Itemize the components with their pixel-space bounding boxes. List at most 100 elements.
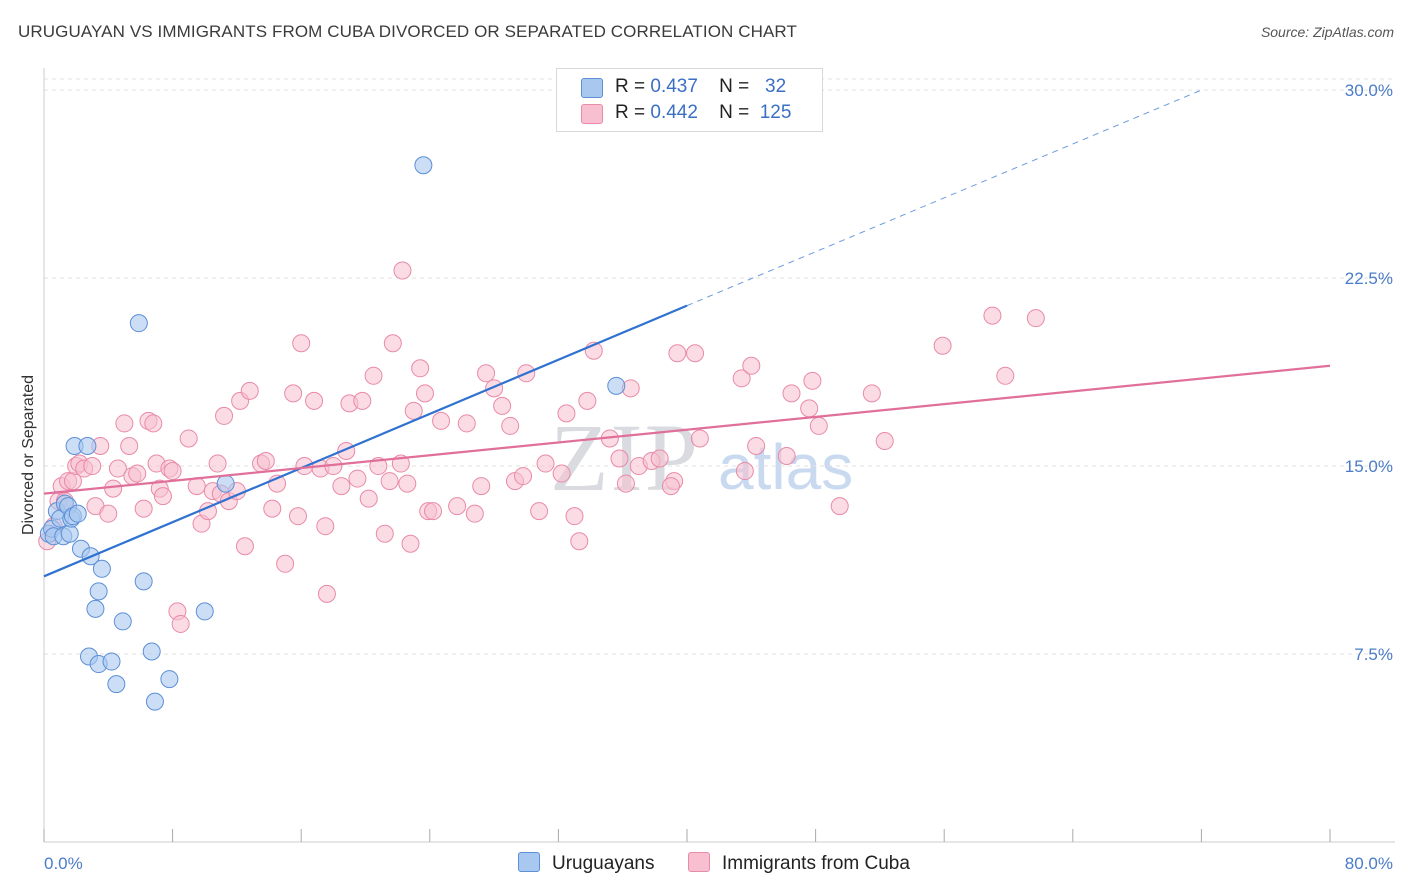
cuba-point <box>777 447 796 466</box>
cuba-point <box>393 261 412 280</box>
cuba-point <box>690 429 709 448</box>
cuba-points <box>38 261 1045 633</box>
bottom-legend-label: Uruguayans <box>552 853 655 874</box>
cuba-point <box>565 507 584 526</box>
cuba-point <box>364 366 383 385</box>
cuba-point <box>235 537 254 556</box>
uruguayan-point <box>160 670 179 689</box>
uruguayan-point <box>195 602 214 621</box>
cuba-point <box>108 459 127 478</box>
cuba-point <box>134 499 153 518</box>
legend-r-value: 0.442 <box>650 102 698 123</box>
cuba-point <box>668 344 687 363</box>
cuba-point <box>415 384 434 403</box>
uruguayan-point <box>86 599 105 618</box>
cuba-point <box>424 502 443 521</box>
cuba-point <box>557 404 576 423</box>
bottom-swatch-blue <box>518 852 540 872</box>
axes <box>43 68 1395 843</box>
cuba-point <box>610 449 629 468</box>
bottom-legend-label: Immigrants from Cuba <box>722 853 910 874</box>
cuba-point <box>383 334 402 353</box>
bottom-legend-uruguayans: Uruguayans <box>518 852 654 875</box>
y-tick-label: 30.0% <box>1345 81 1393 100</box>
y-tick-label: 7.5% <box>1354 645 1393 664</box>
cuba-point <box>432 411 451 430</box>
cuba-point <box>404 401 423 420</box>
uruguayan-points <box>39 156 626 711</box>
bottom-legend-cuba: Immigrants from Cuba <box>688 852 910 875</box>
uruguayan-point <box>129 314 148 333</box>
cuba-point <box>317 584 336 603</box>
cuba-point <box>862 384 881 403</box>
cuba-trend-line <box>43 364 1331 495</box>
cuba-point <box>514 467 533 486</box>
uruguayan-point <box>216 474 235 493</box>
cuba-point <box>1026 309 1045 328</box>
cuba-point <box>530 502 549 521</box>
cuba-point <box>83 457 102 476</box>
cuba-point <box>398 474 417 493</box>
y-axis-title: Divorced or Separated <box>20 375 37 535</box>
cuba-point <box>830 497 849 516</box>
cuba-point <box>208 454 227 473</box>
uruguayan-point <box>78 436 97 455</box>
x-tick-label: 0.0% <box>44 854 83 873</box>
uruguayan-trend-extension <box>686 89 1202 307</box>
cuba-point <box>359 489 378 508</box>
cuba-point <box>240 381 259 400</box>
uruguayan-point <box>607 376 626 395</box>
cuba-point <box>661 477 680 496</box>
cuba-point <box>875 431 894 450</box>
cuba-point <box>380 472 399 491</box>
cuba-point <box>501 416 520 435</box>
cuba-point <box>187 477 206 496</box>
cuba-point <box>276 554 295 573</box>
cuba-point <box>163 462 182 481</box>
cuba-point <box>284 384 303 403</box>
uruguayan-point <box>60 524 79 543</box>
cuba-point <box>115 414 134 433</box>
chart-source: Source: ZipAtlas.com <box>1260 24 1394 40</box>
uruguayan-point <box>92 559 111 578</box>
cuba-point <box>457 414 476 433</box>
cuba-point <box>179 429 198 448</box>
y-tick-label: 22.5% <box>1345 269 1393 288</box>
cuba-point <box>800 399 819 418</box>
cuba-point <box>256 452 275 471</box>
cuba-point <box>401 534 420 553</box>
legend-n-value: 125 <box>759 102 792 123</box>
uruguayan-point <box>145 692 164 711</box>
correlation-legend: R = 0.437 N = 32 R = 0.442 N = 125 <box>556 68 823 132</box>
cuba-point <box>171 614 190 633</box>
cuba-point <box>536 454 555 473</box>
cuba-point <box>305 391 324 410</box>
uruguayan-trend-line <box>43 304 688 578</box>
y-tick-label: 15.0% <box>1345 457 1393 476</box>
uruguayan-point <box>113 612 132 631</box>
cuba-point <box>448 497 467 516</box>
cuba-point <box>411 359 430 378</box>
cuba-point <box>578 391 597 410</box>
legend-r-label: R = <box>615 102 646 123</box>
cuba-point <box>104 479 123 498</box>
cuba-point <box>316 517 335 536</box>
cuba-point <box>782 384 801 403</box>
uruguayan-point <box>102 652 121 671</box>
cuba-point <box>747 436 766 455</box>
cuba-point <box>263 499 282 518</box>
legend-n-label: N = <box>719 102 750 123</box>
x-tick-label: 80.0% <box>1345 854 1393 873</box>
cuba-point <box>288 507 307 526</box>
uruguayan-point <box>107 675 126 694</box>
cuba-point <box>120 436 139 455</box>
cuba-point <box>570 532 589 551</box>
cuba-point <box>732 369 751 388</box>
cuba-point <box>348 469 367 488</box>
cuba-point <box>996 366 1015 385</box>
uruguayan-point <box>134 572 153 591</box>
cuba-point <box>933 336 952 355</box>
uruguayan-point <box>89 582 108 601</box>
cuba-point <box>144 414 163 433</box>
